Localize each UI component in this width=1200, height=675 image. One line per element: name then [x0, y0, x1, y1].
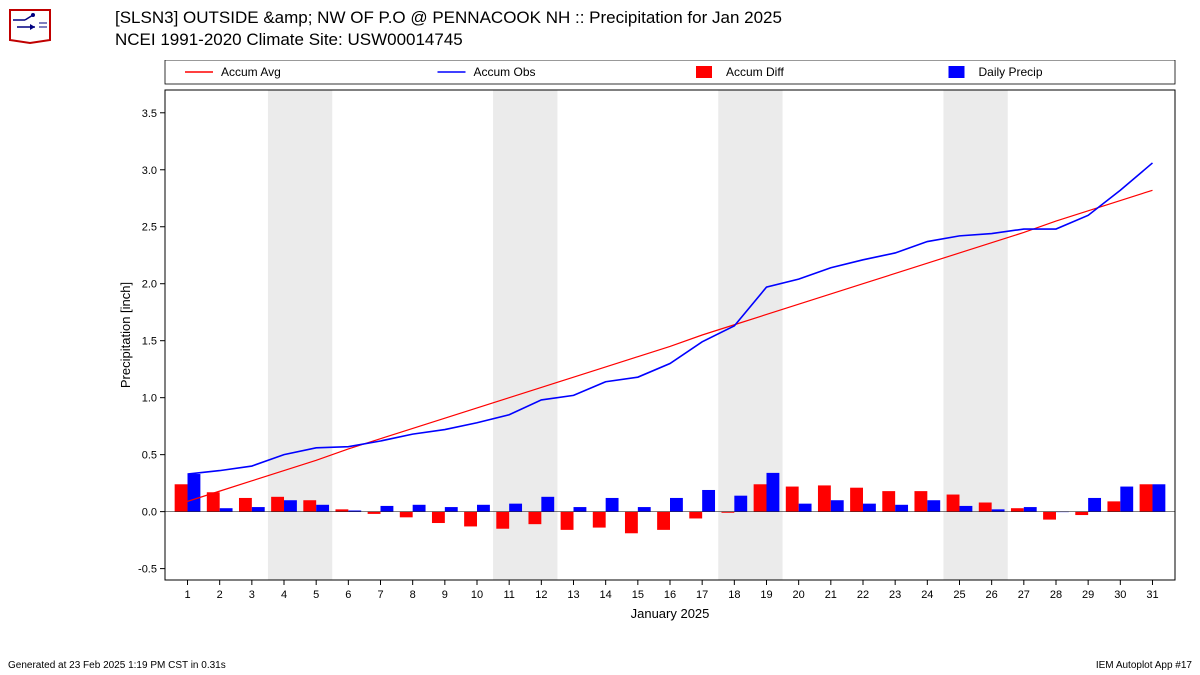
svg-text:7: 7 — [377, 589, 383, 601]
svg-text:3.0: 3.0 — [142, 165, 157, 177]
svg-text:Precipitation [inch]: Precipitation [inch] — [118, 282, 133, 388]
svg-text:3: 3 — [249, 589, 255, 601]
chart-title-line1: [SLSN3] OUTSIDE &amp; NW OF P.O @ PENNAC… — [115, 8, 782, 28]
svg-text:14: 14 — [600, 589, 612, 601]
svg-text:0.5: 0.5 — [142, 450, 157, 462]
svg-text:1.5: 1.5 — [142, 336, 157, 348]
svg-text:5: 5 — [313, 589, 319, 601]
svg-text:21: 21 — [825, 589, 837, 601]
svg-text:31: 31 — [1146, 589, 1158, 601]
svg-text:3.5: 3.5 — [142, 108, 157, 120]
svg-text:29: 29 — [1082, 589, 1094, 601]
svg-text:2.0: 2.0 — [142, 279, 157, 291]
svg-text:Accum Obs: Accum Obs — [474, 65, 536, 79]
svg-text:25: 25 — [953, 589, 965, 601]
svg-text:-0.5: -0.5 — [138, 564, 157, 576]
svg-text:19: 19 — [760, 589, 772, 601]
svg-text:1: 1 — [184, 589, 190, 601]
svg-text:27: 27 — [1018, 589, 1030, 601]
svg-text:Daily Precip: Daily Precip — [979, 65, 1043, 79]
svg-text:16: 16 — [664, 589, 676, 601]
iem-logo — [5, 5, 55, 45]
svg-text:28: 28 — [1050, 589, 1062, 601]
svg-text:30: 30 — [1114, 589, 1126, 601]
svg-text:12: 12 — [535, 589, 547, 601]
generated-timestamp: Generated at 23 Feb 2025 1:19 PM CST in … — [8, 660, 226, 671]
svg-text:1.0: 1.0 — [142, 393, 157, 405]
chart-title-line2: NCEI 1991-2020 Climate Site: USW00014745 — [115, 30, 782, 50]
svg-text:23: 23 — [889, 589, 901, 601]
svg-text:13: 13 — [567, 589, 579, 601]
svg-text:22: 22 — [857, 589, 869, 601]
svg-text:10: 10 — [471, 589, 483, 601]
svg-text:17: 17 — [696, 589, 708, 601]
svg-text:18: 18 — [728, 589, 740, 601]
svg-text:Accum Avg: Accum Avg — [221, 65, 281, 79]
svg-text:9: 9 — [442, 589, 448, 601]
svg-text:26: 26 — [986, 589, 998, 601]
svg-text:2.5: 2.5 — [142, 222, 157, 234]
svg-text:8: 8 — [410, 589, 416, 601]
svg-text:6: 6 — [345, 589, 351, 601]
svg-text:24: 24 — [921, 589, 933, 601]
svg-text:11: 11 — [503, 589, 514, 601]
svg-text:Accum Diff: Accum Diff — [726, 65, 784, 79]
precipitation-chart: -0.50.00.51.01.52.02.53.03.5123456789101… — [115, 60, 1185, 630]
chart-title-block: [SLSN3] OUTSIDE &amp; NW OF P.O @ PENNAC… — [115, 8, 782, 50]
svg-text:15: 15 — [632, 589, 644, 601]
svg-text:January 2025: January 2025 — [631, 606, 710, 621]
app-credit: IEM Autoplot App #17 — [1096, 660, 1192, 671]
svg-text:2: 2 — [217, 589, 223, 601]
svg-text:0.0: 0.0 — [142, 507, 157, 519]
svg-text:20: 20 — [793, 589, 805, 601]
svg-text:4: 4 — [281, 589, 287, 601]
